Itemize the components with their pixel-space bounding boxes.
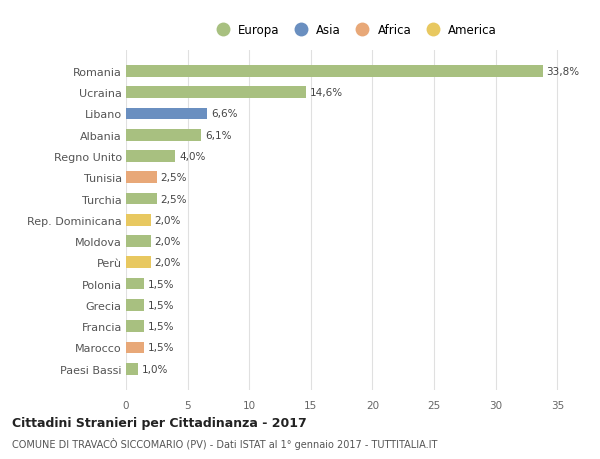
Text: 2,0%: 2,0% <box>154 236 181 246</box>
Bar <box>126 236 151 247</box>
Bar <box>126 129 201 141</box>
Text: 4,0%: 4,0% <box>179 151 205 162</box>
Bar <box>126 214 151 226</box>
Text: Cittadini Stranieri per Cittadinanza - 2017: Cittadini Stranieri per Cittadinanza - 2… <box>12 416 307 429</box>
Text: 2,0%: 2,0% <box>154 258 181 268</box>
Text: COMUNE DI TRAVACÒ SICCOMARIO (PV) - Dati ISTAT al 1° gennaio 2017 - TUTTITALIA.I: COMUNE DI TRAVACÒ SICCOMARIO (PV) - Dati… <box>12 437 437 449</box>
Bar <box>126 66 542 78</box>
Bar <box>126 172 157 184</box>
Legend: Europa, Asia, Africa, America: Europa, Asia, Africa, America <box>206 19 502 41</box>
Text: 33,8%: 33,8% <box>546 67 580 77</box>
Bar <box>126 320 145 332</box>
Text: 1,5%: 1,5% <box>148 321 175 331</box>
Text: 2,0%: 2,0% <box>154 215 181 225</box>
Text: 2,5%: 2,5% <box>161 194 187 204</box>
Text: 1,5%: 1,5% <box>148 300 175 310</box>
Text: 1,0%: 1,0% <box>142 364 169 374</box>
Bar <box>126 299 145 311</box>
Text: 14,6%: 14,6% <box>310 88 343 98</box>
Bar <box>126 193 157 205</box>
Bar <box>126 278 145 290</box>
Text: 1,5%: 1,5% <box>148 343 175 353</box>
Text: 6,1%: 6,1% <box>205 130 232 140</box>
Bar <box>126 151 175 162</box>
Bar <box>126 108 208 120</box>
Bar <box>126 87 306 99</box>
Text: 6,6%: 6,6% <box>211 109 238 119</box>
Bar <box>126 342 145 353</box>
Bar <box>126 257 151 269</box>
Text: 1,5%: 1,5% <box>148 279 175 289</box>
Text: 2,5%: 2,5% <box>161 173 187 183</box>
Bar <box>126 363 139 375</box>
